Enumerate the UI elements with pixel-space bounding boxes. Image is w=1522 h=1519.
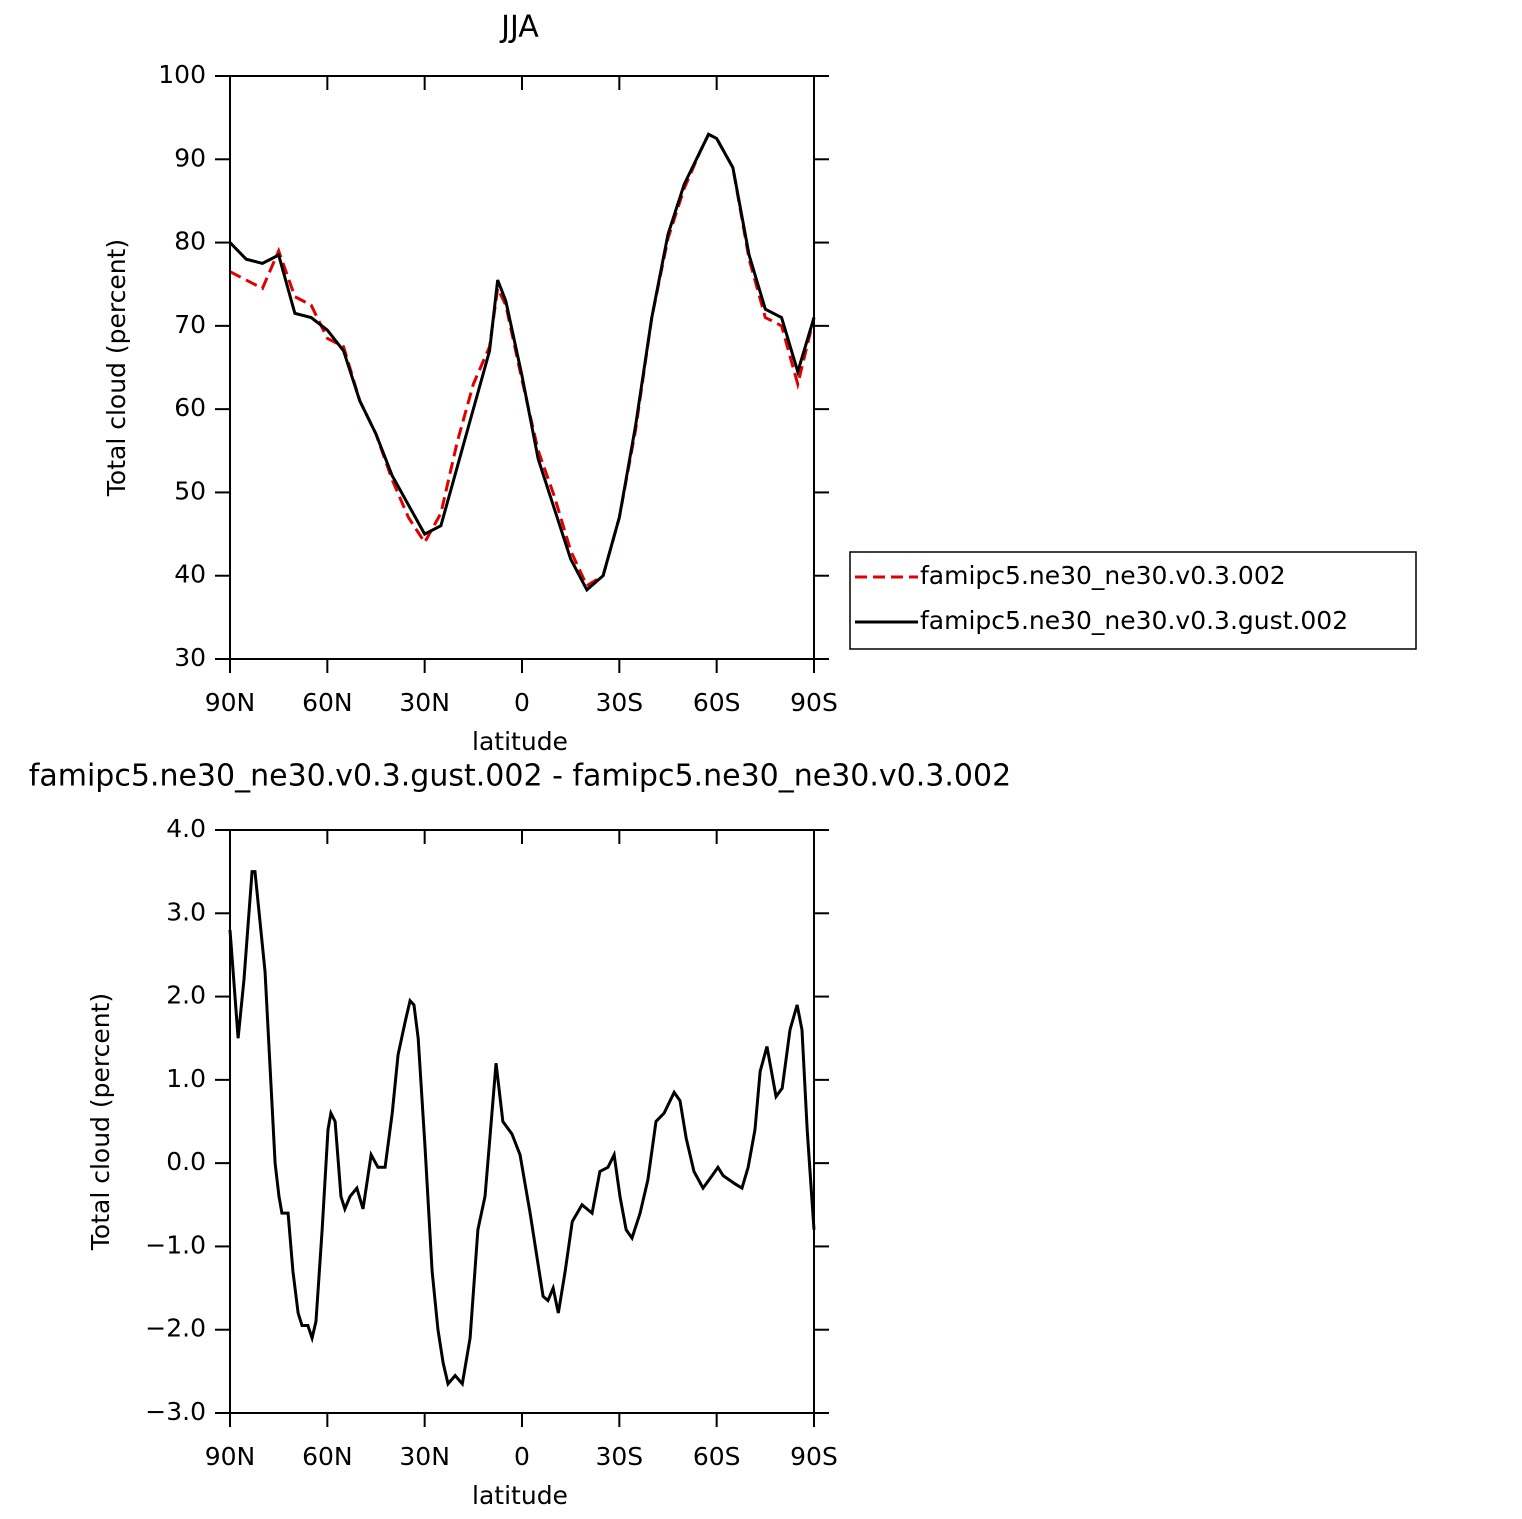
y-tick-label: −2.0 — [145, 1314, 206, 1343]
y-tick-label: 80 — [174, 227, 206, 256]
y-tick-label: −1.0 — [145, 1230, 206, 1259]
data-line — [228, 132, 816, 593]
x-tick-label: 30S — [595, 1442, 643, 1471]
y-axis-label: Total cloud (percent) — [86, 993, 115, 1251]
x-tick-label: 0 — [514, 688, 530, 717]
x-tick-label: 60S — [693, 1442, 741, 1471]
y-axis-label: Total cloud (percent) — [102, 239, 131, 497]
y-tick-label: −3.0 — [145, 1397, 206, 1426]
x-tick-label: 90N — [205, 688, 256, 717]
x-axis-label: latitude — [472, 1481, 568, 1510]
x-tick-label: 90S — [790, 1442, 838, 1471]
y-tick-label: 40 — [174, 560, 206, 589]
chart-title: JJA — [499, 10, 539, 45]
y-tick-label: 0.0 — [166, 1147, 206, 1176]
y-tick-label: 100 — [158, 60, 206, 89]
chart-title: famipc5.ne30_ne30.v0.3.gust.002 - famipc… — [29, 759, 1011, 794]
y-tick-label: 50 — [174, 476, 206, 505]
y-tick-label: 2.0 — [166, 981, 206, 1010]
plot-frame — [229, 75, 815, 660]
legend-label: famipc5.ne30_ne30.v0.3.002 — [920, 561, 1286, 590]
x-tick-label: 30N — [399, 1442, 450, 1471]
legend-label: famipc5.ne30_ne30.v0.3.gust.002 — [920, 606, 1348, 635]
x-tick-label: 60N — [302, 1442, 353, 1471]
x-tick-label: 90N — [205, 1442, 256, 1471]
y-tick-label: 4.0 — [166, 814, 206, 843]
y-tick-label: 1.0 — [166, 1064, 206, 1093]
x-tick-label: 0 — [514, 1442, 530, 1471]
x-tick-label: 60S — [693, 688, 741, 717]
y-tick-label: 90 — [174, 143, 206, 172]
x-tick-label: 60N — [302, 688, 353, 717]
y-tick-label: 60 — [174, 393, 206, 422]
plot-frame — [229, 829, 815, 1414]
data-line — [228, 870, 816, 1388]
y-tick-label: 70 — [174, 310, 206, 339]
x-axis-label: latitude — [472, 727, 568, 756]
x-tick-label: 30N — [399, 688, 450, 717]
x-tick-label: 30S — [595, 688, 643, 717]
y-tick-label: 3.0 — [166, 897, 206, 926]
data-line — [229, 132, 816, 588]
legend-box — [849, 551, 1417, 650]
x-tick-label: 90S — [790, 688, 838, 717]
y-tick-label: 30 — [174, 643, 206, 672]
